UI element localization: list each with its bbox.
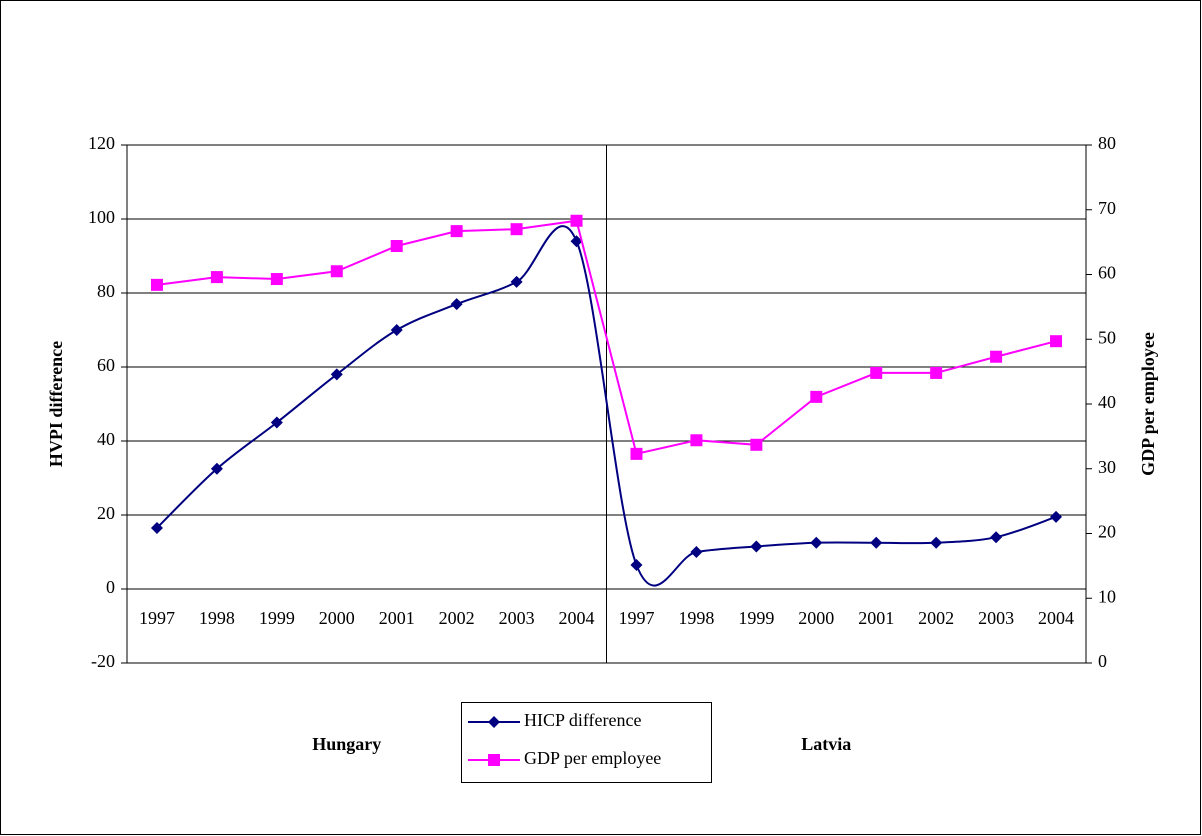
marker: [390, 324, 403, 336]
x-tick-label: 1999: [738, 608, 774, 628]
y2-tick-label: 30: [1098, 457, 1116, 477]
y-tick-label: 60: [97, 355, 115, 375]
marker: [570, 235, 583, 248]
marker: [930, 366, 943, 379]
y-tick-label: 20: [97, 503, 115, 523]
marker: [510, 275, 523, 288]
legend: [461, 702, 712, 783]
x-tick-label: 2000: [319, 608, 355, 628]
legend-marker: [488, 716, 500, 728]
marker: [690, 434, 703, 447]
marker: [210, 271, 223, 284]
marker: [270, 273, 283, 286]
x-tick-label: 2003: [978, 608, 1014, 628]
series-line: [156, 219, 1057, 456]
y-tick-label: 120: [88, 133, 115, 153]
y-tick-label: 40: [97, 429, 115, 449]
y2-tick-label: 40: [1098, 392, 1116, 412]
marker: [450, 298, 463, 311]
marker: [990, 531, 1003, 544]
marker: [330, 368, 343, 381]
x-tick-label: 2002: [439, 608, 475, 628]
marker: [390, 240, 403, 253]
legend-label: GDP per employee: [524, 748, 661, 768]
marker: [570, 214, 583, 227]
marker: [690, 546, 703, 558]
y2-tick-label: 10: [1098, 586, 1116, 606]
x-tick-label: 2001: [858, 608, 894, 628]
y2-tick-label: 60: [1098, 263, 1116, 283]
x-tick-label: 2004: [1038, 608, 1074, 628]
marker: [150, 521, 163, 534]
x-tick-label: 2004: [559, 608, 595, 628]
x-tick-label: 1998: [678, 608, 714, 628]
marker: [330, 265, 343, 278]
x-tick-label: 1997: [139, 608, 175, 628]
legend-marker: [488, 754, 500, 766]
marker: [510, 223, 523, 236]
marker: [150, 278, 163, 291]
legend-label: HICP difference: [524, 710, 641, 730]
marker: [930, 536, 943, 549]
x-tick-label: 1997: [618, 608, 654, 628]
x-tick-label: 2003: [499, 608, 535, 628]
marker: [630, 447, 643, 460]
y-tick-label: 100: [88, 207, 115, 227]
group-label: Hungary: [312, 734, 381, 754]
y-axis-title: HVPI difference: [46, 341, 66, 467]
marker: [210, 462, 223, 475]
marker: [990, 350, 1003, 363]
y2-tick-label: 80: [1098, 133, 1116, 153]
x-tick-label: 1998: [199, 608, 235, 628]
marker: [750, 540, 763, 553]
x-tick-label: 2001: [379, 608, 415, 628]
y-tick-label: 0: [106, 577, 115, 597]
marker: [870, 366, 883, 379]
y2-tick-label: 50: [1098, 327, 1116, 347]
y2-tick-label: 0: [1098, 651, 1107, 671]
marker: [630, 558, 643, 571]
x-tick-label: 1999: [259, 608, 295, 628]
y2-tick-label: 70: [1098, 198, 1116, 218]
marker: [450, 225, 463, 238]
group-label: Latvia: [801, 734, 851, 754]
marker: [270, 416, 283, 429]
marker: [1050, 510, 1063, 523]
y-tick-label: 80: [97, 281, 115, 301]
marker: [1050, 335, 1063, 348]
marker: [810, 536, 823, 549]
marker: [750, 438, 763, 451]
y-tick-label: -20: [91, 651, 115, 671]
x-tick-label: 2000: [798, 608, 834, 628]
marker: [870, 536, 883, 549]
x-tick-label: 2002: [918, 608, 954, 628]
y2-tick-label: 20: [1098, 522, 1116, 542]
y2-axis-title: GDP per employee: [1138, 332, 1158, 476]
marker: [810, 390, 823, 403]
